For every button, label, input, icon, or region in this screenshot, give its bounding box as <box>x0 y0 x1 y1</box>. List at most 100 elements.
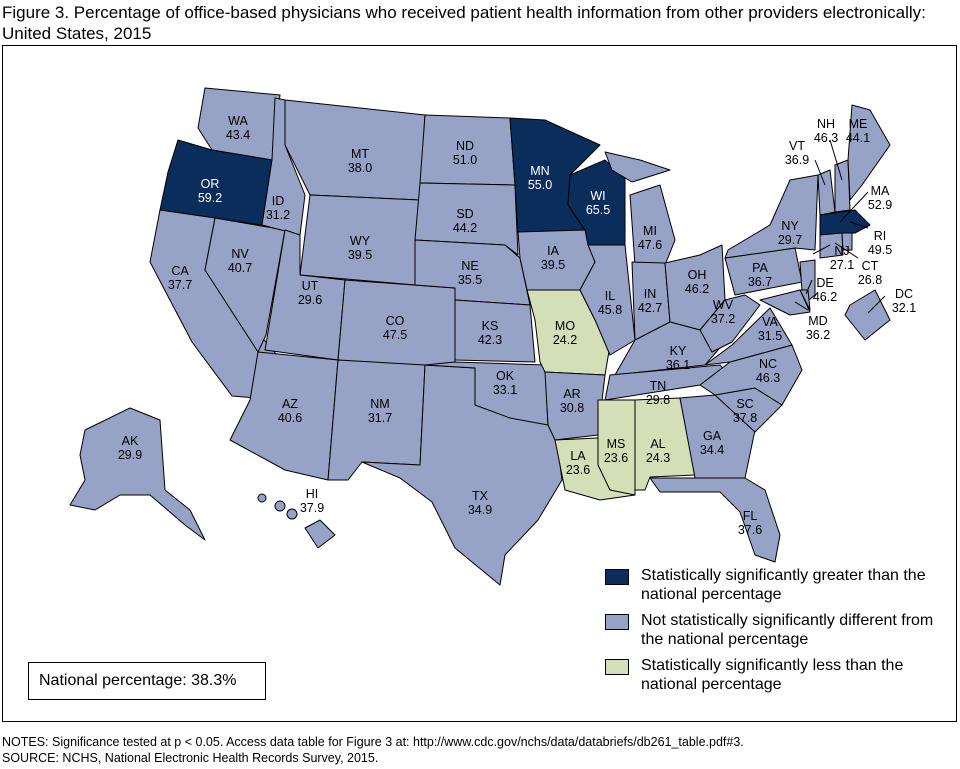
state-md[interactable] <box>759 289 811 316</box>
state-value-label: 46.2 <box>813 290 837 304</box>
state-abbr-label: NC <box>759 357 777 371</box>
hawaii-island <box>274 500 286 512</box>
state-abbr-label: CA <box>171 264 189 278</box>
state-ga[interactable] <box>679 394 756 479</box>
state-ny[interactable] <box>724 174 819 259</box>
state-value-label: 26.8 <box>858 273 882 287</box>
state-value-label: 29.6 <box>298 293 322 307</box>
state-value-label: 29.8 <box>646 393 670 407</box>
state-abbr-label: MI <box>643 224 657 238</box>
state-value-label: 55.0 <box>528 178 552 192</box>
state-abbr-label: NJ <box>834 244 849 258</box>
state-abbr-label: WY <box>350 234 371 248</box>
state-abbr-label: WI <box>590 189 605 203</box>
state-value-label: 59.2 <box>198 191 222 205</box>
state-value-label: 43.4 <box>226 128 250 142</box>
state-abbr-label: MN <box>530 164 549 178</box>
legend-swatch-less <box>605 659 629 675</box>
state-value-label: 46.2 <box>685 282 709 296</box>
state-abbr-label: CO <box>386 314 405 328</box>
state-value-label: 38.0 <box>348 161 372 175</box>
leader-line <box>805 279 813 295</box>
state-value-label: 46.3 <box>756 371 780 385</box>
state-abbr-label: HI <box>306 487 319 501</box>
state-me[interactable] <box>847 104 891 201</box>
state-abbr-label: FL <box>743 509 758 523</box>
state-abbr-label: LA <box>570 449 586 463</box>
state-value-label: 37.8 <box>733 411 757 425</box>
state-fl[interactable] <box>649 477 781 563</box>
state-abbr-label: NM <box>370 397 389 411</box>
state-abbr-label: IN <box>644 287 657 301</box>
state-abbr-label: GA <box>703 429 722 443</box>
leader-line <box>812 244 831 255</box>
state-abbr-label: NH <box>817 117 835 131</box>
state-ks[interactable] <box>454 299 536 363</box>
state-abbr-label: WA <box>228 114 248 128</box>
state-ar[interactable] <box>544 371 606 441</box>
state-abbr-label: NE <box>461 259 478 273</box>
state-il[interactable] <box>579 244 636 356</box>
state-value-label: 31.2 <box>266 208 290 222</box>
state-abbr-label: IL <box>605 289 615 303</box>
state-abbr-label: DC <box>895 287 913 301</box>
state-abbr-label: UT <box>302 279 319 293</box>
leader-line <box>794 301 809 311</box>
state-abbr-label: ME <box>849 117 868 131</box>
state-abbr-label: NV <box>231 247 249 261</box>
state-abbr-label: MT <box>351 147 369 161</box>
state-ri[interactable] <box>841 232 853 251</box>
state-wy[interactable] <box>299 194 421 286</box>
state-value-label: 40.6 <box>278 411 302 425</box>
state-abbr-label: OR <box>201 177 220 191</box>
state-abbr-label: SD <box>456 207 473 221</box>
notes: NOTES: Significance tested at p < 0.05. … <box>2 734 744 766</box>
state-mi[interactable] <box>629 184 676 266</box>
state-abbr-label: MA <box>871 184 890 198</box>
state-mi[interactable] <box>604 151 671 183</box>
state-value-label: 34.4 <box>700 443 724 457</box>
state-value-label: 34.9 <box>468 503 492 517</box>
state-value-label: 39.5 <box>541 258 565 272</box>
state-value-label: 37.2 <box>711 312 735 326</box>
state-value-label: 36.9 <box>785 153 809 167</box>
state-ak[interactable] <box>69 407 206 541</box>
state-abbr-label: OK <box>496 369 515 383</box>
state-abbr-label: RI <box>874 229 887 243</box>
state-value-label: 29.7 <box>778 233 802 247</box>
state-hi[interactable] <box>304 519 336 549</box>
state-abbr-label: CT <box>862 259 879 273</box>
state-va[interactable] <box>704 307 793 366</box>
state-abbr-label: AL <box>650 437 665 451</box>
state-value-label: 46.3 <box>814 131 838 145</box>
state-value-label: 65.5 <box>586 203 610 217</box>
leader-line <box>867 295 886 314</box>
state-value-label: 36.2 <box>806 328 830 342</box>
state-vt[interactable] <box>817 169 836 216</box>
legend-swatch-greater <box>605 569 629 585</box>
state-abbr-label: MS <box>607 437 626 451</box>
legend-swatch-not-different <box>605 614 629 630</box>
state-abbr-label: TN <box>650 379 667 393</box>
state-value-label: 31.7 <box>368 411 392 425</box>
figure-title: Figure 3. Percentage of office-based phy… <box>2 3 926 43</box>
state-value-label: 23.6 <box>566 463 590 477</box>
state-abbr-label: VT <box>789 139 805 153</box>
state-ma[interactable] <box>819 209 871 236</box>
state-value-label: 31.5 <box>758 329 782 343</box>
state-nh[interactable] <box>834 159 851 213</box>
state-value-label: 29.9 <box>118 448 142 462</box>
legend-label-greater: Statistically significantly greater than… <box>641 567 926 603</box>
state-abbr-label: DE <box>816 276 833 290</box>
state-abbr-label: AR <box>563 387 580 401</box>
state-abbr-label: KS <box>482 319 499 333</box>
state-value-label: 36.1 <box>666 358 690 372</box>
notes-line: NOTES: Significance tested at p < 0.05. … <box>2 735 744 749</box>
state-value-label: 37.7 <box>168 278 192 292</box>
map-frame <box>2 45 957 722</box>
state-wv[interactable] <box>699 294 761 353</box>
state-value-label: 47.6 <box>638 238 662 252</box>
legend: Statistically significantly greater than… <box>605 566 945 701</box>
state-abbr-label: ND <box>456 139 474 153</box>
state-abbr-label: TX <box>472 489 489 503</box>
